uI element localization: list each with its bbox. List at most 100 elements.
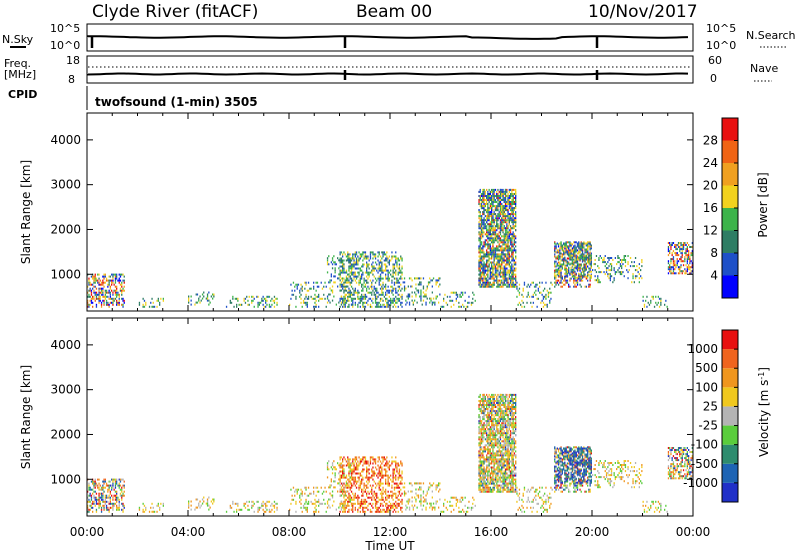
power-echo-cell — [372, 279, 374, 282]
power-echo-cell — [502, 241, 504, 244]
velocity-echo-cell — [97, 498, 99, 501]
power-echo-cell — [685, 244, 687, 246]
power-echo-cell — [573, 245, 575, 248]
velocity-echo-cell — [113, 504, 115, 507]
power-echo-cell — [482, 231, 484, 234]
power-echo-cell — [93, 295, 95, 298]
power-echo-cell — [483, 207, 485, 210]
power-echo-cell — [557, 254, 560, 257]
power-echo-cell — [392, 289, 394, 292]
power-echo-cell — [502, 209, 504, 212]
power-echo-cell — [358, 291, 360, 294]
power-echo-cell — [502, 229, 504, 232]
velocity-echo-cell — [483, 416, 485, 419]
power-echo-cell — [487, 275, 489, 278]
power-echo-cell — [480, 279, 483, 282]
power-echo-cell — [367, 273, 369, 276]
velocity-echo-cell — [488, 404, 490, 406]
velocity-echo-cell — [501, 426, 503, 429]
power-echo-cell — [338, 277, 340, 280]
power-echo-cell — [503, 199, 505, 201]
power-echo-cell — [334, 275, 336, 278]
power-echo-cell — [347, 279, 349, 282]
power-echo-cell — [569, 256, 571, 259]
power-echo-cell — [669, 250, 671, 253]
power-echo-cell — [315, 299, 317, 302]
velocity-echo-cell — [479, 424, 481, 427]
velocity-echo-cell — [107, 506, 109, 509]
power-echo-cell — [270, 299, 272, 302]
power-echo-cell — [509, 239, 512, 242]
power-echo-cell — [393, 283, 396, 286]
power-echo-cell — [496, 267, 498, 270]
power-echo-cell — [675, 264, 677, 267]
power-echo-cell — [576, 281, 579, 284]
power-echo-cell — [390, 299, 392, 302]
velocity-echo-cell — [503, 426, 505, 429]
power-echo-cell — [646, 305, 648, 308]
power-echo-cell — [419, 277, 421, 280]
power-echo-cell — [677, 254, 680, 257]
power-echo-cell — [589, 247, 591, 250]
power-echo-cell — [87, 291, 89, 294]
power-echo-cell — [584, 275, 586, 278]
power-echo-cell — [587, 279, 589, 282]
power-echo-cell — [344, 253, 346, 256]
power-echo-cell — [634, 275, 637, 278]
power-echo-cell — [372, 267, 374, 270]
power-echo-cell — [392, 305, 394, 308]
power-echo-cell — [353, 293, 355, 296]
power-echo-cell — [576, 262, 579, 265]
power-echo-cell — [479, 261, 481, 264]
power-echo-cell — [590, 247, 592, 250]
power-echo-cell — [496, 237, 498, 240]
power-echo-cell — [492, 221, 494, 224]
velocity-echo-cell — [100, 508, 103, 511]
power-echo-cell — [506, 263, 508, 266]
power-echo-cell — [585, 248, 587, 251]
power-echo-cell — [361, 295, 363, 298]
velocity-echo-cell — [483, 468, 485, 471]
power-echo-cell — [345, 301, 348, 304]
power-echo-cell — [537, 289, 539, 292]
power-echo-cell — [489, 205, 491, 208]
power-echo-cell — [369, 279, 372, 282]
power-echo-cell — [486, 211, 488, 214]
power-echo-cell — [570, 251, 572, 254]
power-echo-cell — [511, 283, 513, 286]
velocity-echo-cell — [90, 480, 93, 483]
velocity-echo-cell — [109, 502, 111, 505]
power-echo-cell — [502, 283, 504, 286]
power-echo-cell — [105, 277, 108, 280]
power-echo-cell — [621, 265, 623, 268]
power-echo-cell — [393, 265, 396, 268]
power-echo-cell — [621, 261, 623, 264]
power-echo-cell — [339, 279, 341, 282]
power-echo-cell — [480, 233, 483, 236]
velocity-echo-cell — [118, 504, 120, 507]
velocity-echo-cell — [479, 428, 481, 431]
velocity-echo-cell — [507, 414, 509, 417]
power-echo-cell — [511, 249, 513, 252]
power-echo-cell — [581, 250, 584, 253]
power-echo-cell — [340, 283, 343, 286]
velocity-echo-cell — [484, 428, 486, 431]
power-echo-cell — [386, 297, 388, 300]
power-echo-cell — [479, 285, 481, 288]
power-echo-cell — [357, 293, 359, 296]
velocity-echo-cell — [492, 450, 494, 453]
power-echo-cell — [508, 231, 510, 234]
velocity-echo-cell — [103, 486, 105, 489]
power-echo-cell — [502, 281, 504, 284]
velocity-echo-cell — [498, 436, 500, 439]
power-echo-cell — [483, 213, 485, 216]
power-echo-cell — [116, 273, 118, 276]
power-echo-cell — [506, 257, 508, 260]
power-echo-cell — [310, 295, 312, 298]
power-echo-cell — [491, 257, 493, 260]
power-echo-cell — [559, 251, 561, 254]
power-echo-cell — [576, 266, 579, 269]
power-echo-cell — [681, 246, 683, 248]
power-echo-cell — [507, 217, 509, 220]
power-echo-cell — [100, 281, 103, 284]
